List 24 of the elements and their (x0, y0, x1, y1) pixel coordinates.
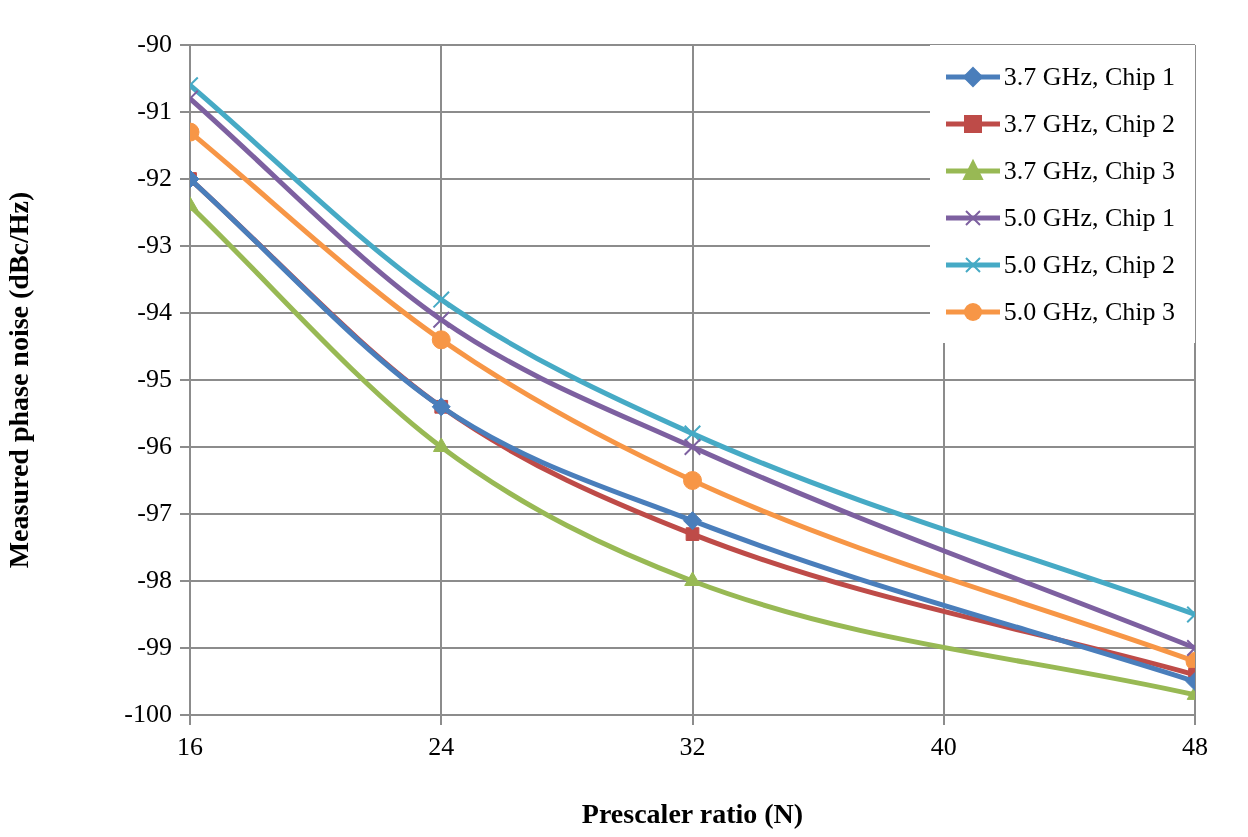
y-tick-label: -91 (137, 95, 172, 125)
x-axis-title: Prescaler ratio (N) (581, 798, 804, 830)
legend-label: 3.7 GHz, Chip 2 (1003, 108, 1175, 139)
x-tick-label: 24 (428, 732, 455, 762)
y-tick-label: -96 (137, 430, 172, 460)
y-tick-label: -93 (137, 229, 172, 259)
legend-label: 5.0 GHz, Chip 3 (1003, 296, 1175, 327)
y-tick-label: -100 (124, 698, 172, 728)
x-tick-label: 48 (1182, 732, 1208, 762)
y-tick-label: -99 (137, 631, 172, 661)
y-tick-label: -92 (137, 162, 172, 192)
x-tick-label: 40 (930, 732, 957, 762)
x-tick-label: 16 (177, 732, 203, 762)
y-tick-label: -98 (137, 564, 172, 594)
legend-label: 5.0 GHz, Chip 2 (1003, 249, 1175, 280)
y-tick-label: -94 (137, 296, 172, 326)
x-tick-label: 32 (679, 732, 706, 762)
y-tick-label: -90 (137, 28, 172, 58)
y-tick-label: -97 (137, 497, 172, 527)
legend-label: 5.0 GHz, Chip 1 (1003, 202, 1175, 233)
y-axis-title: Measured phase noise (dBc/Hz) (3, 191, 35, 569)
y-tick-label: -95 (137, 363, 172, 393)
legend-label: 3.7 GHz, Chip 3 (1003, 155, 1175, 186)
legend-label: 3.7 GHz, Chip 1 (1003, 61, 1175, 92)
